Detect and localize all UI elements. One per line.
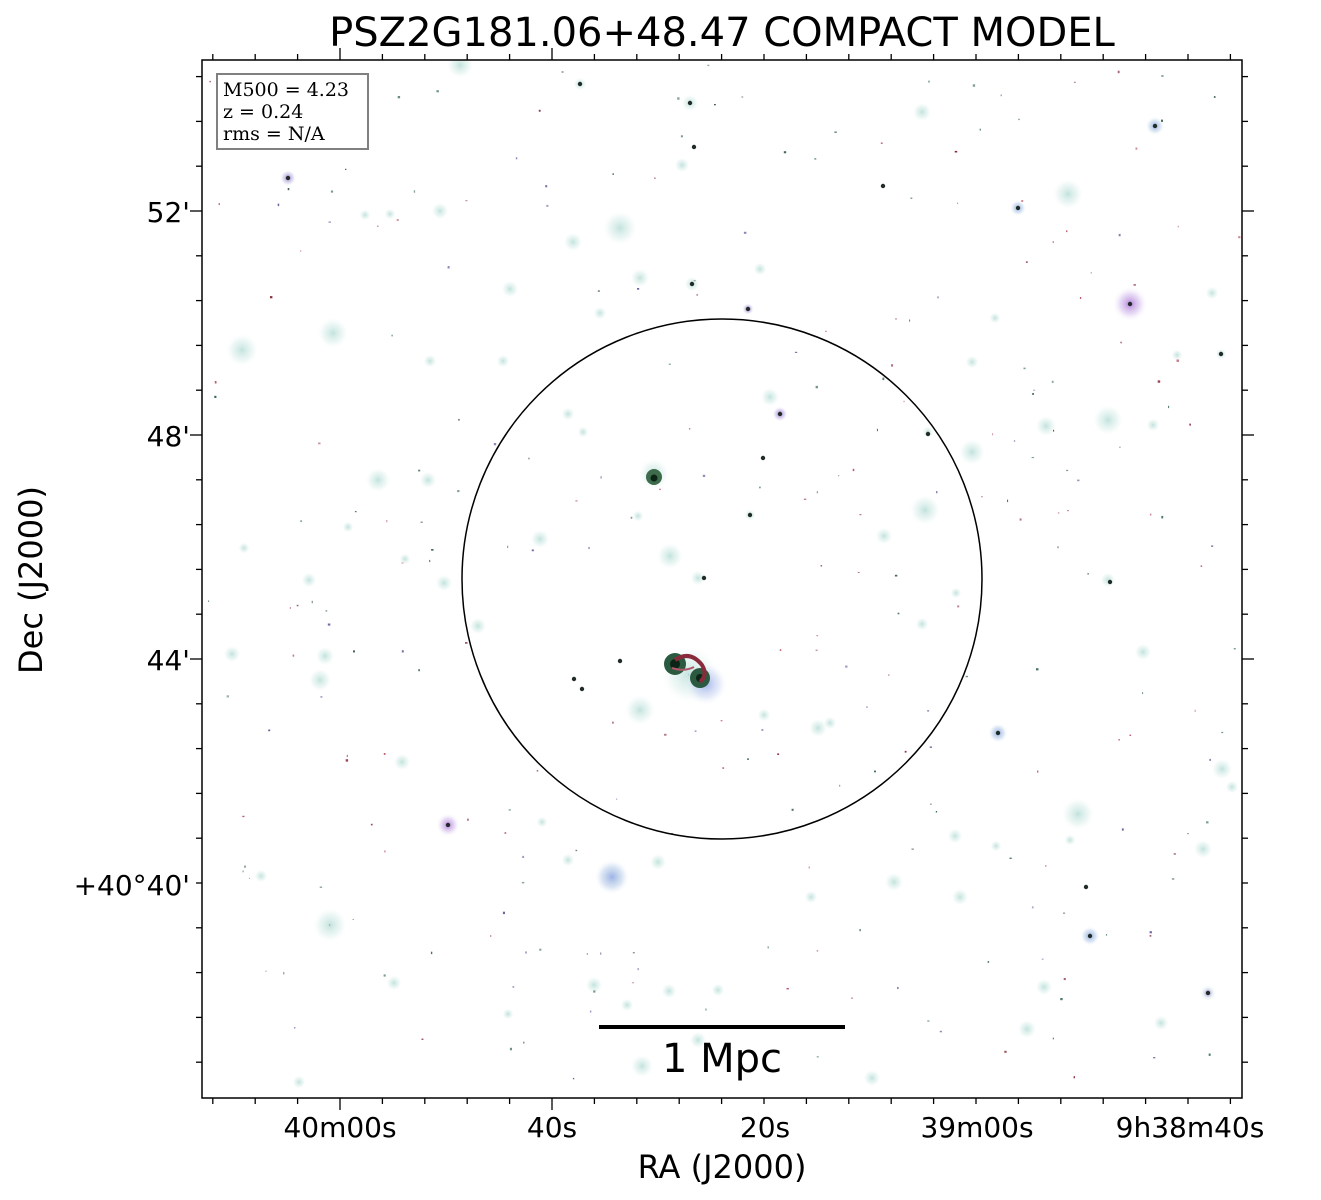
info-rms: rms = N/A [223, 123, 325, 145]
x-tick-label: 39m00s [920, 1111, 1033, 1144]
cluster-core [660, 645, 728, 706]
plot-area: 1 Mpc M500 = 4.23 z = 0.24 rms = N/A [202, 60, 1242, 1098]
bright-source [638, 458, 670, 490]
info-redshift: z = 0.24 [223, 101, 303, 123]
x-tick-label: 9h38m40s [1116, 1111, 1265, 1144]
figure-title: PSZ2G181.06+48.47 COMPACT MODEL [329, 10, 1115, 56]
x-tick-labels: 40m00s 40s 20s 39m00s 9h38m40s [283, 1111, 1264, 1144]
axis-ticks [190, 48, 1254, 1110]
source-layer [208, 60, 1241, 1089]
y-tick-label: +40°40' [74, 869, 190, 902]
y-tick-label: 52' [147, 196, 190, 229]
info-box: M500 = 4.23 z = 0.24 rms = N/A [216, 73, 369, 150]
info-mass: M500 = 4.23 [223, 79, 349, 101]
x-axis-label: RA (J2000) [638, 1148, 807, 1186]
x-tick-label: 40m00s [283, 1111, 396, 1144]
scale-bar-label: 1 Mpc [662, 1036, 782, 1082]
aperture-circle [461, 318, 983, 840]
y-tick-label: 44' [147, 644, 190, 677]
y-tick-labels: 52' 48' 44' +40°40' [74, 196, 190, 902]
y-tick-label: 48' [147, 420, 190, 453]
x-tick-label: 20s [740, 1111, 790, 1144]
y-axis-label: Dec (J2000) [12, 486, 50, 674]
x-tick-label: 40s [527, 1111, 577, 1144]
